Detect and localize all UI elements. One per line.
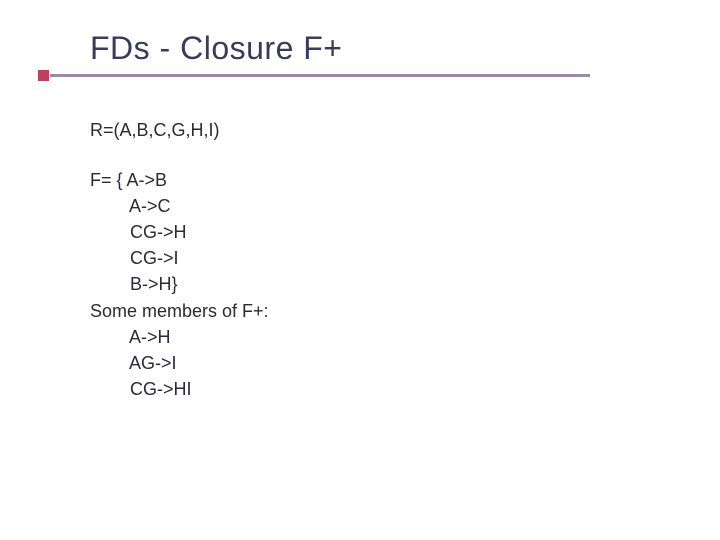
fd-open-line: F= { A->B (90, 170, 167, 190)
fd-line: CG->I (130, 248, 179, 268)
members-label: Some members of F+: (90, 301, 269, 321)
fd-line: CG->H (130, 222, 187, 242)
fd-line: B->H} (130, 274, 178, 294)
fd-block: F= { A->B A->C CG->H CG->I B->H} Some me… (90, 167, 660, 402)
slide-content: R=(A,B,C,G,H,I) F= { A->B A->C CG->H CG-… (90, 117, 660, 402)
title-area: FDs - Closure F+ (90, 30, 660, 67)
member-line: A->H (129, 327, 171, 347)
member-line: CG->HI (130, 379, 192, 399)
title-accent-square (38, 70, 49, 81)
relation-definition: R=(A,B,C,G,H,I) (90, 117, 660, 143)
title-underline (50, 74, 590, 77)
fd-line: A->C (129, 196, 171, 216)
slide-container: FDs - Closure F+ R=(A,B,C,G,H,I) F= { A-… (0, 0, 720, 540)
slide-title: FDs - Closure F+ (90, 30, 660, 67)
member-line: AG->I (129, 353, 177, 373)
